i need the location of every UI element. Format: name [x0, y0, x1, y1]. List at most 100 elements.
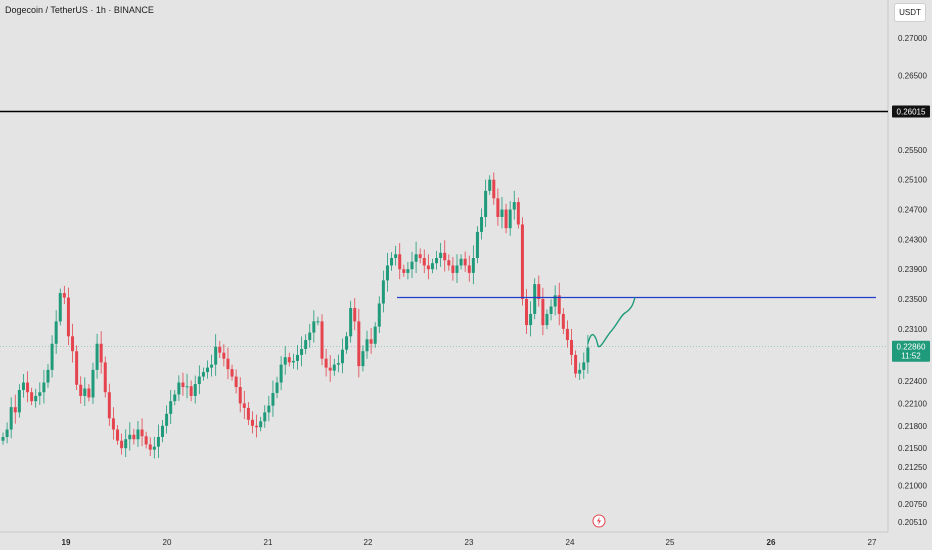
candle-body — [271, 392, 275, 406]
candle-body — [267, 405, 271, 413]
candle-body — [500, 209, 504, 217]
candle-body — [361, 351, 365, 367]
candle-body — [529, 313, 533, 326]
candle-body — [439, 252, 443, 258]
candle-body — [480, 216, 484, 232]
price-tick-label: 0.26500 — [898, 71, 927, 80]
countdown-label: 11:52 — [901, 352, 921, 361]
candle-body — [91, 369, 95, 398]
price-tick-label: 0.27000 — [898, 34, 927, 43]
candle-body — [87, 388, 91, 398]
candle-body — [124, 439, 128, 449]
candle-body — [451, 265, 455, 273]
candle-body — [537, 284, 541, 300]
candle-body — [471, 257, 475, 273]
candle-body — [226, 358, 230, 370]
candle-body — [390, 257, 394, 266]
candle-body — [21, 382, 25, 390]
price-tick-label: 0.20510 — [898, 518, 927, 527]
candle-body — [103, 362, 107, 393]
resistance-price-box — [892, 105, 930, 118]
candle-body — [230, 369, 234, 377]
candle-body — [525, 299, 529, 326]
candle-body — [201, 372, 205, 377]
candle-body — [161, 425, 165, 437]
candle-body — [234, 376, 238, 388]
candle-body — [455, 265, 459, 273]
time-tick-label: 24 — [566, 538, 575, 547]
candle-body — [520, 224, 524, 300]
candle-body — [13, 407, 17, 413]
candle-body — [553, 295, 557, 307]
time-tick-label: 19 — [62, 538, 71, 547]
candle-body — [9, 407, 13, 430]
currency-button[interactable]: USDT — [894, 3, 926, 22]
price-tick-label: 0.21500 — [898, 444, 927, 453]
candle-body — [152, 446, 156, 450]
candle-body — [66, 297, 70, 337]
candle-body — [328, 367, 332, 371]
candle-body — [128, 434, 132, 440]
candle-body — [214, 346, 218, 365]
chart-title: Dogecoin / TetherUS · 1h · BINANCE — [5, 5, 154, 15]
candle-body — [570, 340, 574, 355]
candle-body — [512, 202, 516, 210]
candle-body — [565, 328, 569, 341]
candle-body — [120, 440, 124, 449]
candle-body — [402, 269, 406, 273]
price-tick-label: 0.25500 — [898, 146, 927, 155]
candle-body — [26, 382, 30, 393]
price-tick-label: 0.21000 — [898, 481, 927, 490]
candle-body — [210, 364, 214, 368]
candle-body — [275, 382, 279, 393]
candle-body — [316, 321, 320, 323]
candle-body — [340, 349, 344, 364]
candle-body — [189, 386, 193, 396]
candle-body — [75, 351, 79, 385]
candle-body — [578, 369, 582, 374]
candle-body — [38, 392, 42, 396]
candle-body — [169, 401, 173, 414]
candle-body — [324, 358, 328, 368]
candle-body — [95, 343, 99, 370]
candle-body — [304, 340, 308, 349]
candle-body — [165, 413, 169, 426]
price-tick-label: 0.22100 — [898, 399, 927, 408]
candle-body — [206, 367, 209, 373]
price-tick-label: 0.25100 — [898, 176, 927, 185]
bolt-icon[interactable] — [592, 514, 606, 528]
candle-body — [345, 336, 349, 350]
candle-body — [516, 202, 520, 225]
candle-body — [140, 429, 144, 437]
candle-body — [541, 299, 545, 326]
candle-body — [287, 357, 291, 363]
candle-body — [107, 392, 111, 419]
candle-body — [357, 321, 361, 367]
candle-body — [414, 254, 418, 262]
candle-body — [255, 425, 259, 428]
candle-body — [116, 429, 120, 441]
price-tick-label: 0.23100 — [898, 325, 927, 334]
candle-body — [332, 364, 336, 371]
candle-body — [447, 260, 451, 266]
candle-body — [111, 418, 115, 430]
candle-body — [177, 382, 181, 395]
candle-body — [283, 357, 287, 365]
time-tick-label: 25 — [666, 538, 675, 547]
candle-body — [365, 339, 369, 352]
candle-body — [377, 303, 381, 327]
candle-body — [5, 429, 9, 437]
candle-body — [291, 360, 295, 363]
candle-body — [193, 384, 197, 396]
candle-body — [373, 326, 377, 344]
candle-body — [295, 354, 299, 361]
candle-body — [71, 336, 75, 352]
candle-body — [250, 419, 254, 426]
candle-body — [46, 369, 50, 383]
candle-body — [463, 258, 467, 266]
candle-body — [308, 332, 312, 341]
candle-body — [410, 261, 414, 270]
current-price-label: 0.22860 — [897, 343, 926, 352]
candle-body — [430, 263, 434, 270]
